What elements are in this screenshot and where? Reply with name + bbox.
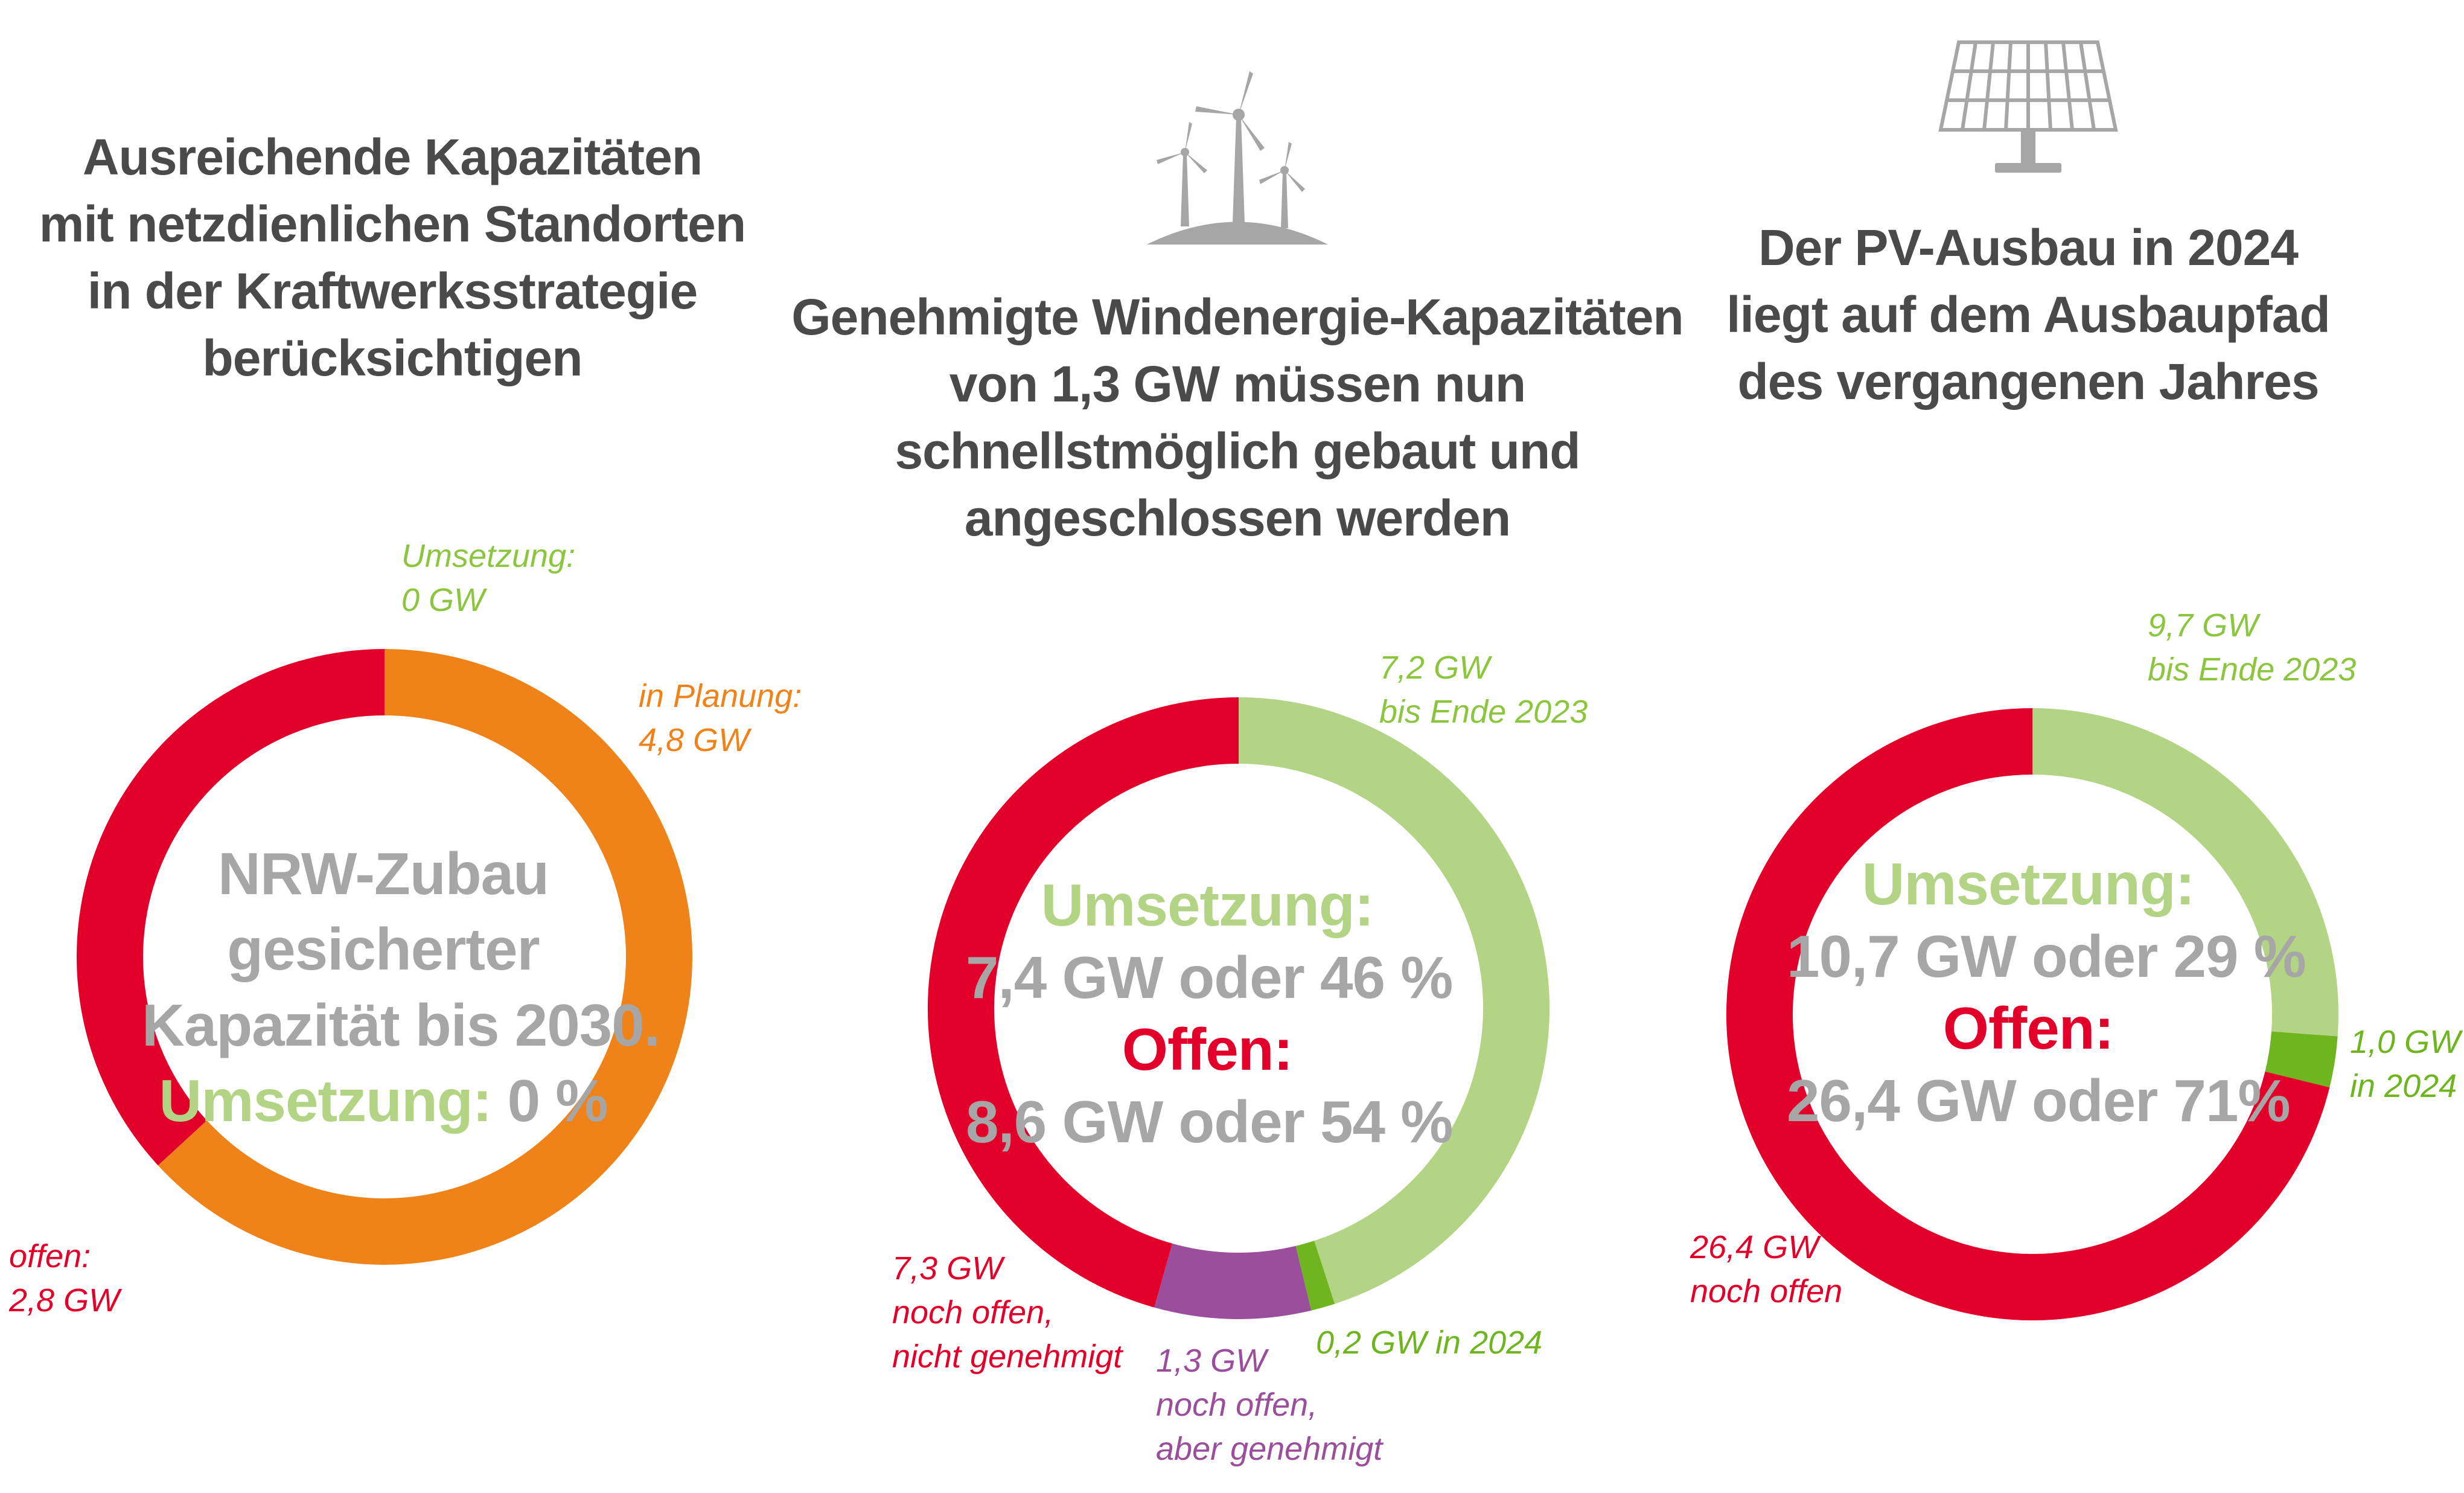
donut-chart-wind — [928, 697, 1550, 1319]
label-line: 4,8 GW — [639, 721, 750, 758]
label-line: 26,4 GW — [1690, 1229, 1819, 1265]
title-line: mit netzdienlichen Standorten — [39, 195, 746, 252]
center-text: NRW-Zubau gesicherter Kapazität bis 2030… — [142, 836, 660, 1139]
center-umsetzung-label: Umsetzung: — [1041, 872, 1374, 938]
solar-panel-icon — [1938, 40, 2118, 173]
label-line: 0 GW — [401, 581, 485, 618]
label-in-2024: 1,0 GW in 2024 — [2350, 1020, 2460, 1108]
label-in-2024: 0,2 GW in 2024 — [1316, 1321, 1542, 1365]
label-line: in Planung: — [639, 678, 802, 714]
label-line: 1,0 GW — [2350, 1024, 2461, 1060]
center-text: Umsetzung: 7,4 GW oder 46 % Offen: 8,6 G… — [966, 869, 1453, 1158]
label-line: 1,3 GW — [1156, 1343, 1267, 1379]
label-line: noch offen, — [892, 1294, 1054, 1331]
center-umsetzung-value: 0 % — [507, 1067, 608, 1134]
label-bis-ende-2023: 7,2 GW bis Ende 2023 — [1379, 646, 1588, 734]
title-line: in der Kraftwerksstrategie — [87, 262, 698, 319]
label-line: in 2024 — [2350, 1067, 2457, 1104]
title-line: Genehmigte Windenergie-Kapazitäten — [791, 289, 1684, 345]
title-line: Ausreichende Kapazitäten — [82, 129, 703, 185]
label-noch-offen: 26,4 GW noch offen — [1690, 1226, 1842, 1314]
center-umsetzung-label: Umsetzung: — [1862, 851, 2195, 917]
center-offen-label: Offen: — [1942, 995, 2115, 1062]
panel-kraftwerksstrategie: Ausreichende Kapazitäten mit netzdienlic… — [0, 0, 802, 1493]
donut-slice-in-planung — [158, 649, 692, 1265]
label-line: 2,8 GW — [9, 1282, 120, 1319]
donut-slice-noch-offen-aber-genehmigt — [1154, 1243, 1312, 1319]
donut-chart-pv — [1726, 708, 2338, 1320]
title-line: berücksichtigen — [202, 329, 582, 386]
donut-slice-bis-ende-2023 — [1238, 697, 1550, 1304]
label-line: bis Ende 2023 — [1379, 693, 1588, 730]
title-line: Der PV-Ausbau in 2024 — [1758, 219, 2299, 276]
label-line: 0,2 GW in 2024 — [1316, 1325, 1543, 1361]
donut-chart-kraftwerke — [77, 649, 692, 1265]
panel-title: Der PV-Ausbau in 2024 liegt auf dem Ausb… — [1690, 214, 2366, 415]
label-line: 9,7 GW — [2148, 607, 2259, 644]
panel-photovoltaik: Der PV-Ausbau in 2024 liegt auf dem Ausb… — [1690, 0, 2464, 1493]
label-line: noch offen — [1690, 1273, 1843, 1309]
title-line: liegt auf dem Ausbaupfad — [1726, 286, 2331, 343]
title-line: schnellstmöglich gebaut und — [895, 422, 1580, 479]
donut-slice-bis-ende-2023 — [2032, 708, 2338, 1037]
center-line: Kapazität bis 2030. — [142, 991, 660, 1058]
label-line: noch offen, — [1156, 1386, 1318, 1423]
label-in-planung: in Planung: 4,8 GW — [639, 674, 802, 762]
label-line: 7,2 GW — [1379, 650, 1490, 686]
donut-slice-noch-offen — [1726, 708, 2330, 1320]
donut-slice-in-2024 — [2265, 1031, 2338, 1088]
title-line: angeschlossen werden — [964, 489, 1511, 546]
label-line: nicht genehmigt — [892, 1338, 1123, 1375]
wind-turbines-icon — [1147, 71, 1328, 245]
center-offen-value: 8,6 GW oder 54 % — [966, 1088, 1453, 1155]
label-line: offen: — [9, 1238, 91, 1274]
donut-slice-offen — [77, 649, 385, 1166]
center-line: gesicherter — [227, 916, 540, 983]
panel-title: Genehmigte Windenergie-Kapazitäten von 1… — [785, 284, 1690, 552]
center-text: Umsetzung: 10,7 GW oder 29 % Offen: 26,4… — [1787, 848, 2306, 1137]
title-line: von 1,3 GW müssen nun — [949, 355, 1526, 412]
center-umsetzung-label: Umsetzung: — [159, 1067, 493, 1134]
label-offen: offen: 2,8 GW — [9, 1235, 120, 1323]
donut-slice-in-2024 — [1295, 1241, 1335, 1311]
label-genehmigt: 1,3 GW noch offen, aber genehmigt — [1156, 1339, 1382, 1471]
panel-title: Ausreichende Kapazitäten mit netzdienlic… — [24, 124, 761, 392]
center-offen-label: Offen: — [1122, 1016, 1294, 1083]
label-line: aber genehmigt — [1156, 1430, 1383, 1467]
donut-slice-noch-offen-nicht-genehmigt — [928, 697, 1239, 1308]
center-umsetzung-value: 7,4 GW oder 46 % — [966, 944, 1453, 1011]
label-line: Umsetzung: — [401, 538, 576, 574]
center-umsetzung-value: 10,7 GW oder 29 % — [1787, 922, 2306, 989]
center-umsetzung: Umsetzung: 0 % — [142, 1063, 625, 1139]
label-nicht-genehmigt: 7,3 GW noch offen, nicht genehmigt — [892, 1247, 1122, 1379]
label-line: bis Ende 2023 — [2148, 651, 2357, 688]
label-line: 7,3 GW — [892, 1250, 1003, 1287]
center-offen-value: 26,4 GW oder 71% — [1787, 1067, 2291, 1134]
center-line: NRW-Zubau — [218, 840, 549, 907]
label-bis-ende-2023: 9,7 GW bis Ende 2023 — [2148, 604, 2356, 692]
panel-windenergie: Genehmigte Windenergie-Kapazitäten von 1… — [785, 0, 1690, 1493]
title-line: des vergangenen Jahres — [1737, 353, 2319, 410]
label-umsetzung: Umsetzung: 0 GW — [401, 534, 575, 622]
